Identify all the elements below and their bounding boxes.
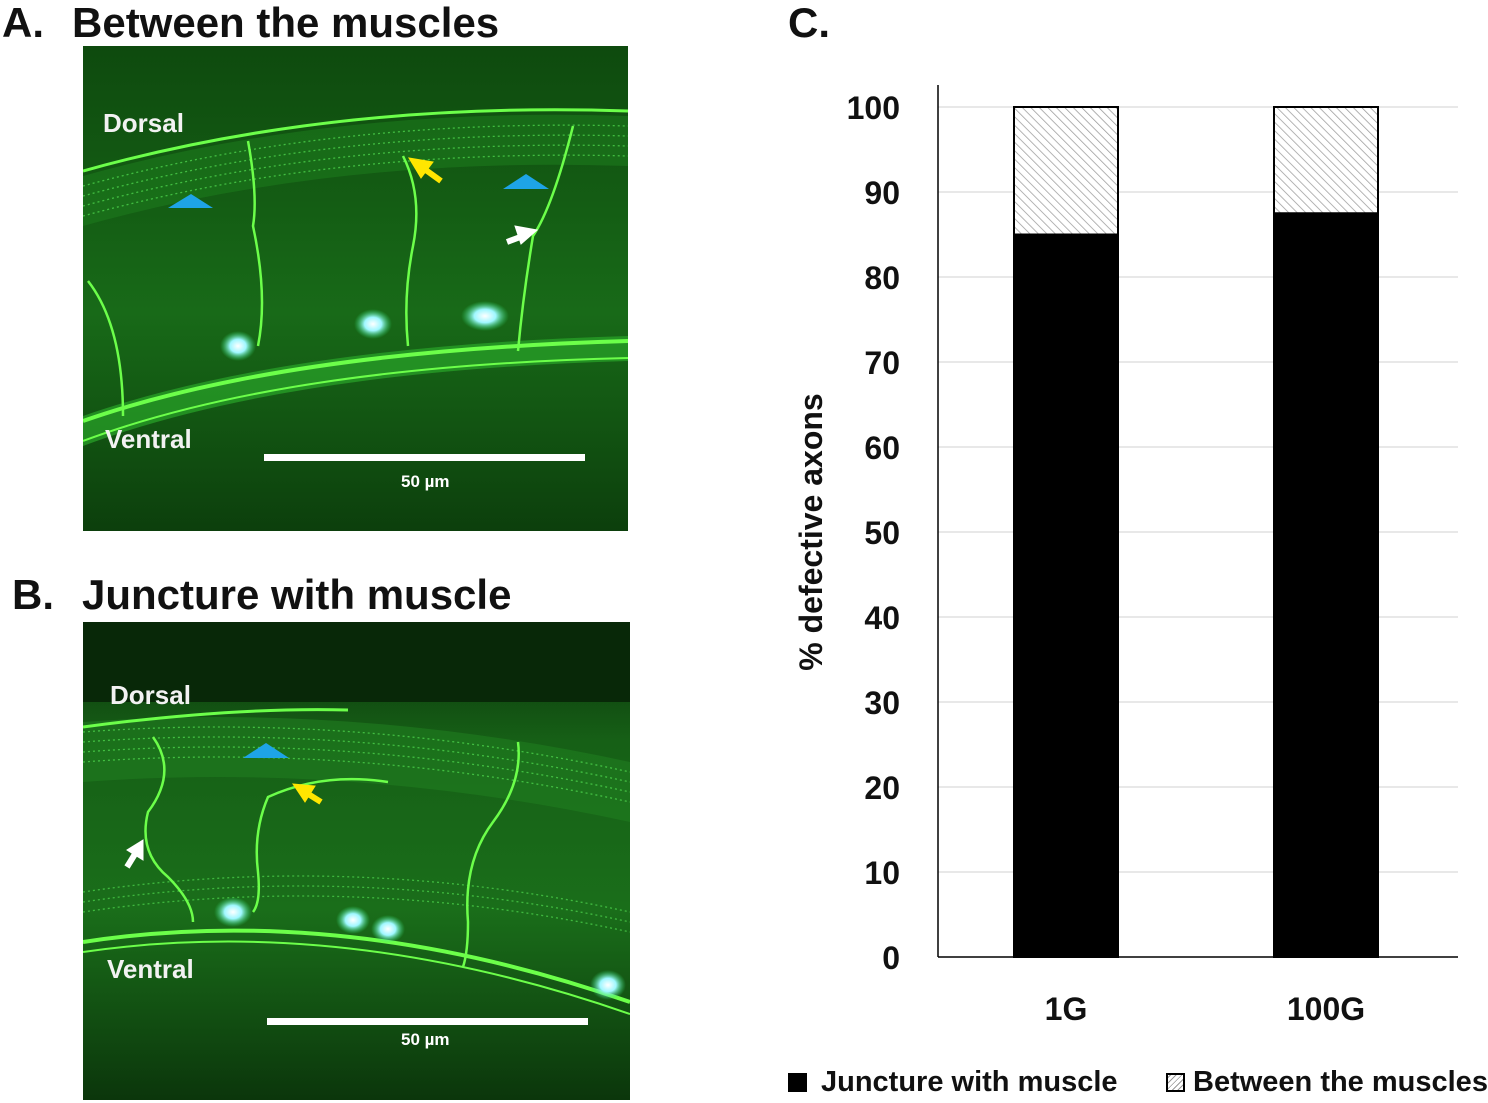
axes: [937, 85, 1458, 958]
panel-a-heading: A. Between the muscles: [2, 2, 499, 44]
panel-a-ventral-label: Ventral: [105, 424, 192, 454]
y-tick-label: 60: [864, 430, 900, 466]
panel-b-scale-bar: [267, 1018, 588, 1025]
micrograph-a-image: [83, 46, 628, 531]
y-tick-label: 10: [864, 855, 900, 891]
panel-c-letter: C.: [788, 0, 830, 46]
micrograph-b: Dorsal Ventral 50 µm: [83, 622, 630, 1100]
stacked-bar-chart: 0 10 20 30 40 50 60 70 80 90 100 1G 100G % defectiv…: [793, 85, 1458, 1027]
panel-b-heading: B. Juncture with muscle: [12, 574, 511, 616]
legend-item-juncture: Juncture with muscle: [788, 1066, 1118, 1099]
y-tick-label: 80: [864, 260, 900, 296]
panel-a-dorsal-label: Dorsal: [103, 108, 184, 138]
panel-a-title: Between the muscles: [72, 0, 500, 46]
legend-label-between: Between the muscles: [1193, 1066, 1488, 1098]
x-tick-label: 1G: [1045, 991, 1088, 1027]
panel-a-scale-bar: [264, 454, 585, 461]
legend-label-juncture: Juncture with muscle: [821, 1066, 1118, 1098]
y-tick-label: 0: [882, 940, 900, 976]
legend-item-between: Between the muscles: [1166, 1066, 1488, 1099]
y-tick-label: 40: [864, 600, 900, 636]
bar-between-1g: [1013, 106, 1119, 236]
y-axis-label: % defective axons: [793, 393, 829, 670]
y-tick-label: 70: [864, 345, 900, 381]
y-tick-label: 90: [864, 175, 900, 211]
panel-b-letter: B.: [12, 571, 54, 618]
x-tick-labels: 1G 100G: [1045, 991, 1365, 1027]
y-tick-labels: 0 10 20 30 40 50 60 70 80 90 100: [847, 90, 900, 976]
panel-b-dorsal-label: Dorsal: [110, 680, 191, 710]
legend-swatch-hatched: [1166, 1073, 1185, 1092]
bar-between-100g: [1273, 106, 1379, 215]
bar-juncture-1g: [1013, 233, 1119, 958]
y-tick-label: 20: [864, 770, 900, 806]
y-tick-label: 30: [864, 685, 900, 721]
panel-b-title: Juncture with muscle: [82, 571, 512, 618]
micrograph-a: Dorsal Ventral 50 µm: [83, 46, 628, 531]
bar-juncture-100g: [1273, 212, 1379, 958]
panel-a-letter: A.: [2, 0, 44, 46]
y-tick-label: 100: [847, 90, 900, 126]
panel-b-scale-label: 50 µm: [401, 1030, 450, 1049]
panel-c-heading: C.: [788, 2, 830, 44]
y-tick-label: 50: [864, 515, 900, 551]
legend-swatch-solid: [788, 1073, 807, 1092]
bars: [1013, 106, 1379, 958]
x-tick-label: 100G: [1287, 991, 1365, 1027]
panel-a-scale-label: 50 µm: [401, 472, 450, 491]
panel-b-ventral-label: Ventral: [107, 954, 194, 984]
